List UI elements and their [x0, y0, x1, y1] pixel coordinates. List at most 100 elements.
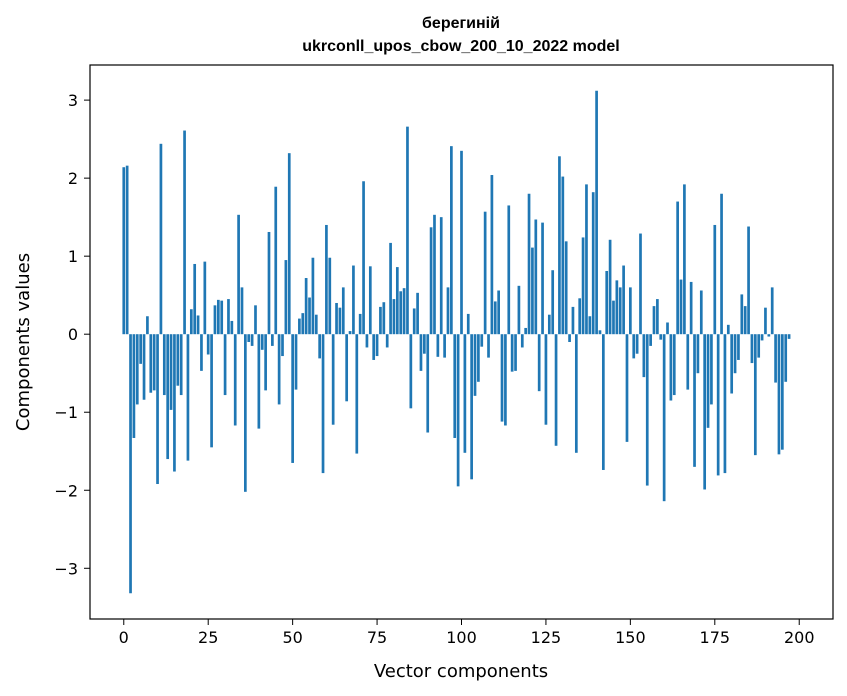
bar [206, 334, 210, 355]
bar [666, 322, 669, 335]
bar [186, 334, 190, 461]
bar [770, 287, 774, 335]
x-axis-ticks: 0 25 50 75 100 125 150 175 200 [119, 619, 815, 647]
x-tick-label: 0 [119, 628, 129, 647]
bar [392, 299, 396, 335]
bar [487, 334, 490, 358]
bar [780, 334, 784, 450]
bar [547, 314, 551, 335]
bar [436, 334, 440, 357]
bar [227, 299, 230, 335]
bar [629, 287, 632, 335]
bar [544, 334, 548, 425]
bar [453, 334, 457, 438]
bar [726, 324, 730, 335]
bar [483, 211, 487, 335]
bar [416, 292, 419, 335]
bar [740, 294, 744, 335]
bar [291, 334, 294, 463]
bar [652, 306, 656, 335]
y-tick-label: −3 [54, 559, 78, 578]
bar [679, 279, 683, 335]
bar [774, 334, 777, 383]
bar [764, 307, 767, 335]
bar [466, 313, 470, 335]
bar [720, 193, 723, 335]
bar [699, 290, 703, 335]
bar [753, 334, 757, 456]
bar [524, 327, 528, 335]
bar [355, 334, 359, 454]
bar [321, 334, 325, 474]
y-tick-label: 2 [68, 169, 78, 188]
x-tick-label: 50 [282, 628, 302, 647]
bar [311, 257, 315, 335]
bar [500, 334, 504, 422]
plot-frame [89, 64, 834, 620]
bar [301, 313, 305, 335]
bar [216, 299, 220, 335]
bar [554, 334, 558, 446]
x-tick-label: 125 [531, 628, 562, 647]
bar [183, 130, 186, 335]
bar [669, 334, 673, 401]
bar [419, 334, 423, 371]
bar [132, 334, 136, 438]
bar [683, 184, 686, 335]
bar [308, 297, 311, 335]
bar [267, 231, 271, 335]
bar [213, 305, 217, 335]
bar [777, 334, 781, 455]
bar [608, 239, 612, 335]
bar [341, 287, 345, 335]
bar [477, 334, 480, 382]
bar [622, 265, 625, 335]
bar [328, 257, 332, 335]
bar [527, 193, 531, 335]
bar [281, 334, 284, 357]
bar [271, 334, 274, 346]
bar [537, 334, 541, 392]
bar [210, 334, 213, 448]
bar [129, 334, 132, 594]
bar [372, 334, 376, 360]
bar [200, 334, 203, 371]
bar [149, 334, 153, 393]
bar [375, 334, 379, 357]
bar [338, 307, 342, 335]
chart-title: берегиній [422, 15, 500, 32]
bar [716, 334, 720, 476]
bar [395, 267, 399, 335]
bar [152, 334, 156, 391]
bar [517, 285, 521, 335]
bar [493, 301, 497, 335]
bar [568, 334, 571, 342]
bar [284, 260, 288, 335]
bar [541, 222, 544, 335]
bar [510, 334, 514, 372]
bar [125, 165, 129, 335]
bar [233, 334, 237, 426]
bar [146, 316, 149, 335]
bar [166, 334, 170, 460]
bar [514, 334, 517, 371]
bar [244, 334, 247, 492]
bar [686, 334, 690, 390]
bar [433, 214, 436, 335]
bar [507, 205, 511, 335]
bar [605, 270, 609, 335]
bar [220, 300, 224, 335]
bar [757, 334, 761, 358]
bar [706, 334, 710, 428]
bar [443, 334, 446, 358]
bar [585, 184, 588, 335]
bar [335, 302, 338, 335]
bar [743, 306, 747, 335]
bar-series [122, 90, 791, 594]
bar [588, 316, 592, 335]
bar [733, 334, 737, 374]
bar [490, 175, 494, 335]
bar [693, 334, 696, 467]
bar [325, 224, 328, 335]
